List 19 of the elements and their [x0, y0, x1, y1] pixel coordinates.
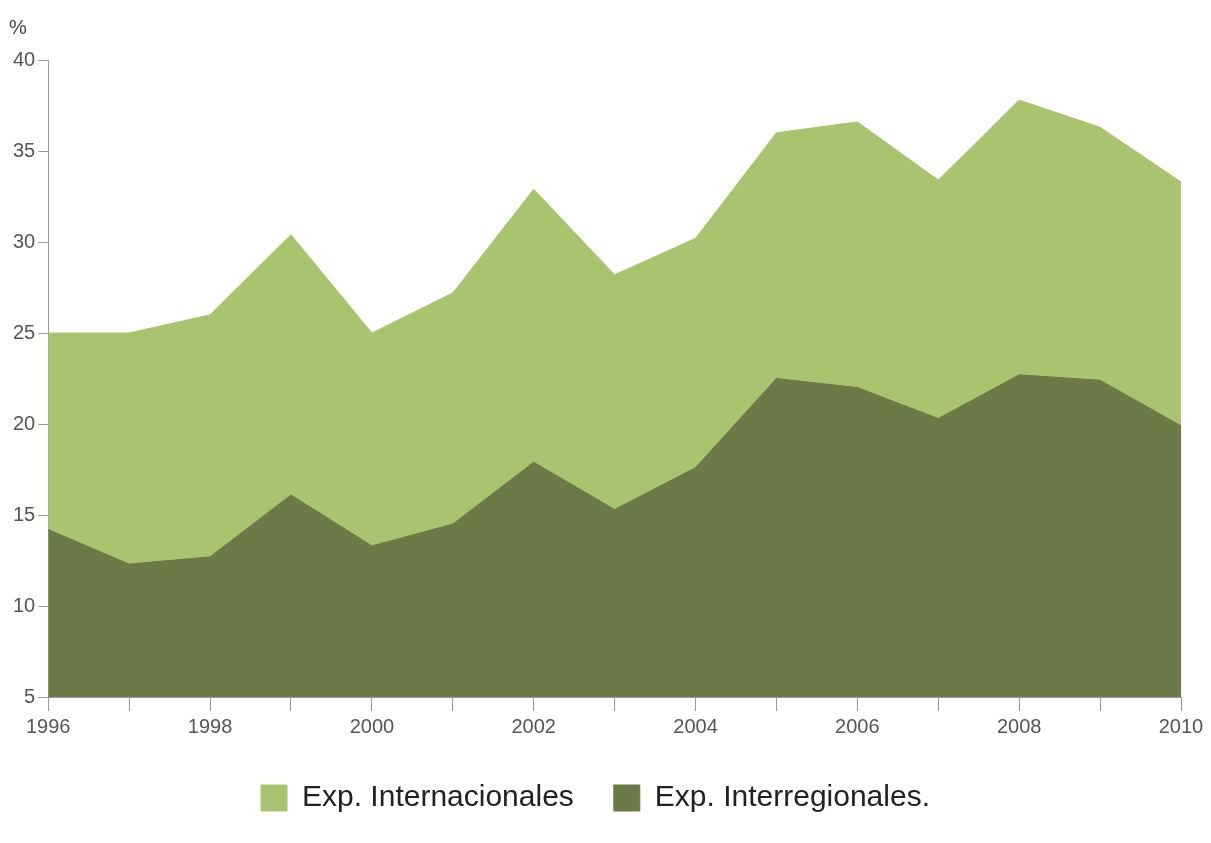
y-tick-label: 5	[24, 684, 36, 707]
x-tick-label: 2002	[511, 714, 556, 737]
x-tick-label: 2010	[1158, 714, 1204, 737]
y-tick-label: 35	[13, 138, 36, 161]
x-tick-label: 1996	[26, 714, 71, 737]
y-tick-label: 15	[13, 502, 36, 525]
y-tick-label: 25	[13, 320, 36, 343]
legend-label: Exp. Internacionales	[302, 779, 574, 813]
y-tick-label: 20	[13, 411, 36, 434]
y-axis-title: %	[9, 15, 28, 38]
y-tick-label: 10	[13, 593, 36, 616]
y-tick-label: 40	[13, 47, 36, 70]
y-tick-label: 30	[13, 229, 36, 252]
x-tick-label: 2008	[996, 714, 1042, 737]
x-tick-label: 2006	[835, 714, 880, 737]
legend-label: Exp. Interregionales.	[654, 779, 930, 813]
x-tick-label: 1998	[187, 714, 233, 737]
x-tick-label: 2004	[673, 714, 718, 737]
x-tick-label: 2000	[349, 714, 395, 737]
